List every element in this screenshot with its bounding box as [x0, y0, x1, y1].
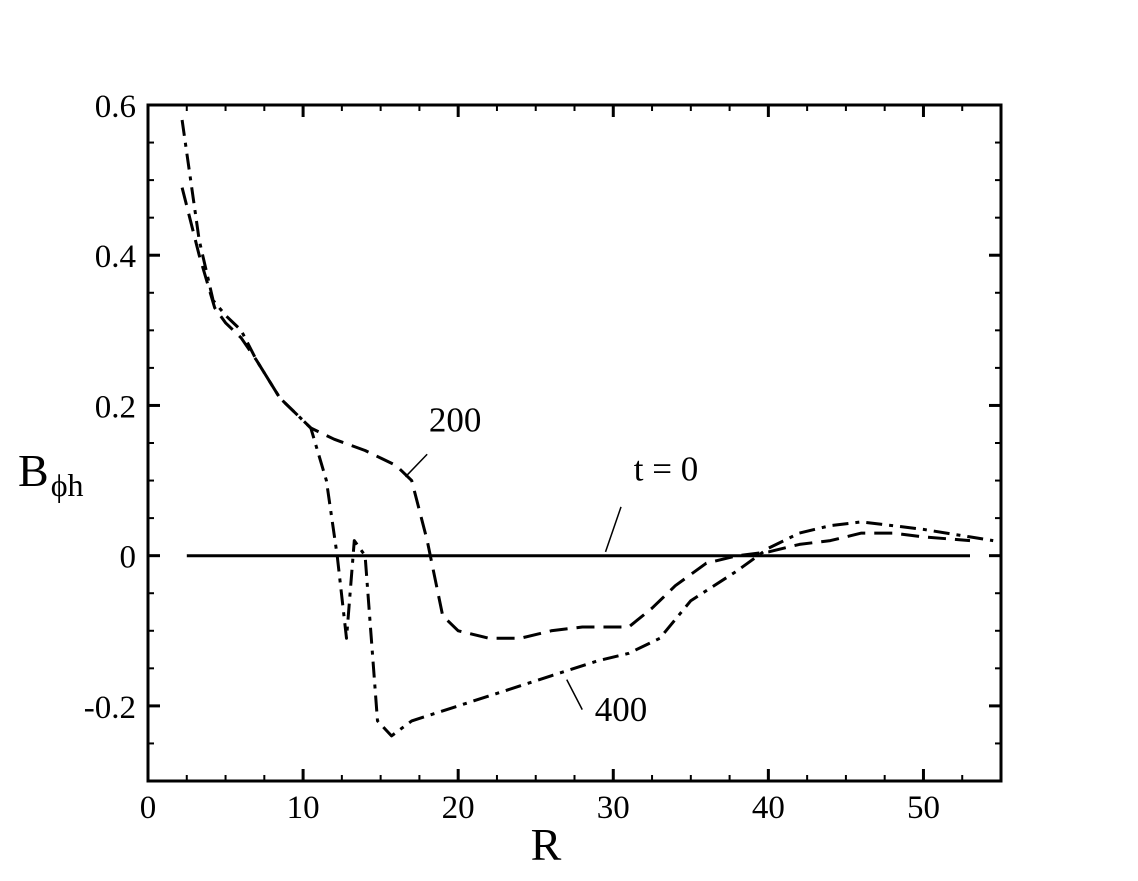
major-ticks — [146, 103, 1001, 781]
annotation-label: 200 — [429, 401, 482, 440]
series-line-dashed — [180, 187, 971, 640]
plot-frame — [146, 103, 1003, 783]
x-tick-labels: 0 10 20 30 40 50 — [140, 790, 940, 826]
x-tick-label: 40 — [752, 790, 785, 826]
series-line-dashdot — [180, 119, 994, 738]
y-tick-label: -0.2 — [84, 690, 136, 726]
annotations: t = 0 200 400 — [404, 401, 698, 729]
annotation-leader — [404, 453, 428, 478]
y-tick-label: 0.4 — [95, 239, 136, 275]
x-tick-label: 10 — [287, 790, 320, 826]
annotation-label: t = 0 — [634, 450, 698, 489]
y-tick-label: 0 — [120, 540, 137, 576]
y-axis-title: Bϕh — [18, 445, 84, 503]
y-tick-label: 0.6 — [95, 89, 136, 125]
y-axis-title-sub: ϕh — [51, 467, 84, 503]
y-tick-label: 0.2 — [95, 389, 136, 425]
annotation-leader — [604, 506, 622, 553]
y-tick-labels: -0.2 0 0.2 0.4 0.6 — [84, 89, 136, 726]
minor-ticks — [148, 105, 1002, 782]
series-group — [180, 119, 994, 738]
x-tick-label: 0 — [140, 790, 157, 826]
x-tick-label: 20 — [442, 790, 475, 826]
x-tick-label: 30 — [597, 790, 630, 826]
annotation-leader — [566, 679, 583, 710]
x-tick-label: 50 — [907, 790, 940, 826]
annotation-label: 400 — [595, 690, 648, 729]
x-axis-title: R — [531, 819, 562, 870]
y-axis-title-main: B — [18, 445, 49, 496]
